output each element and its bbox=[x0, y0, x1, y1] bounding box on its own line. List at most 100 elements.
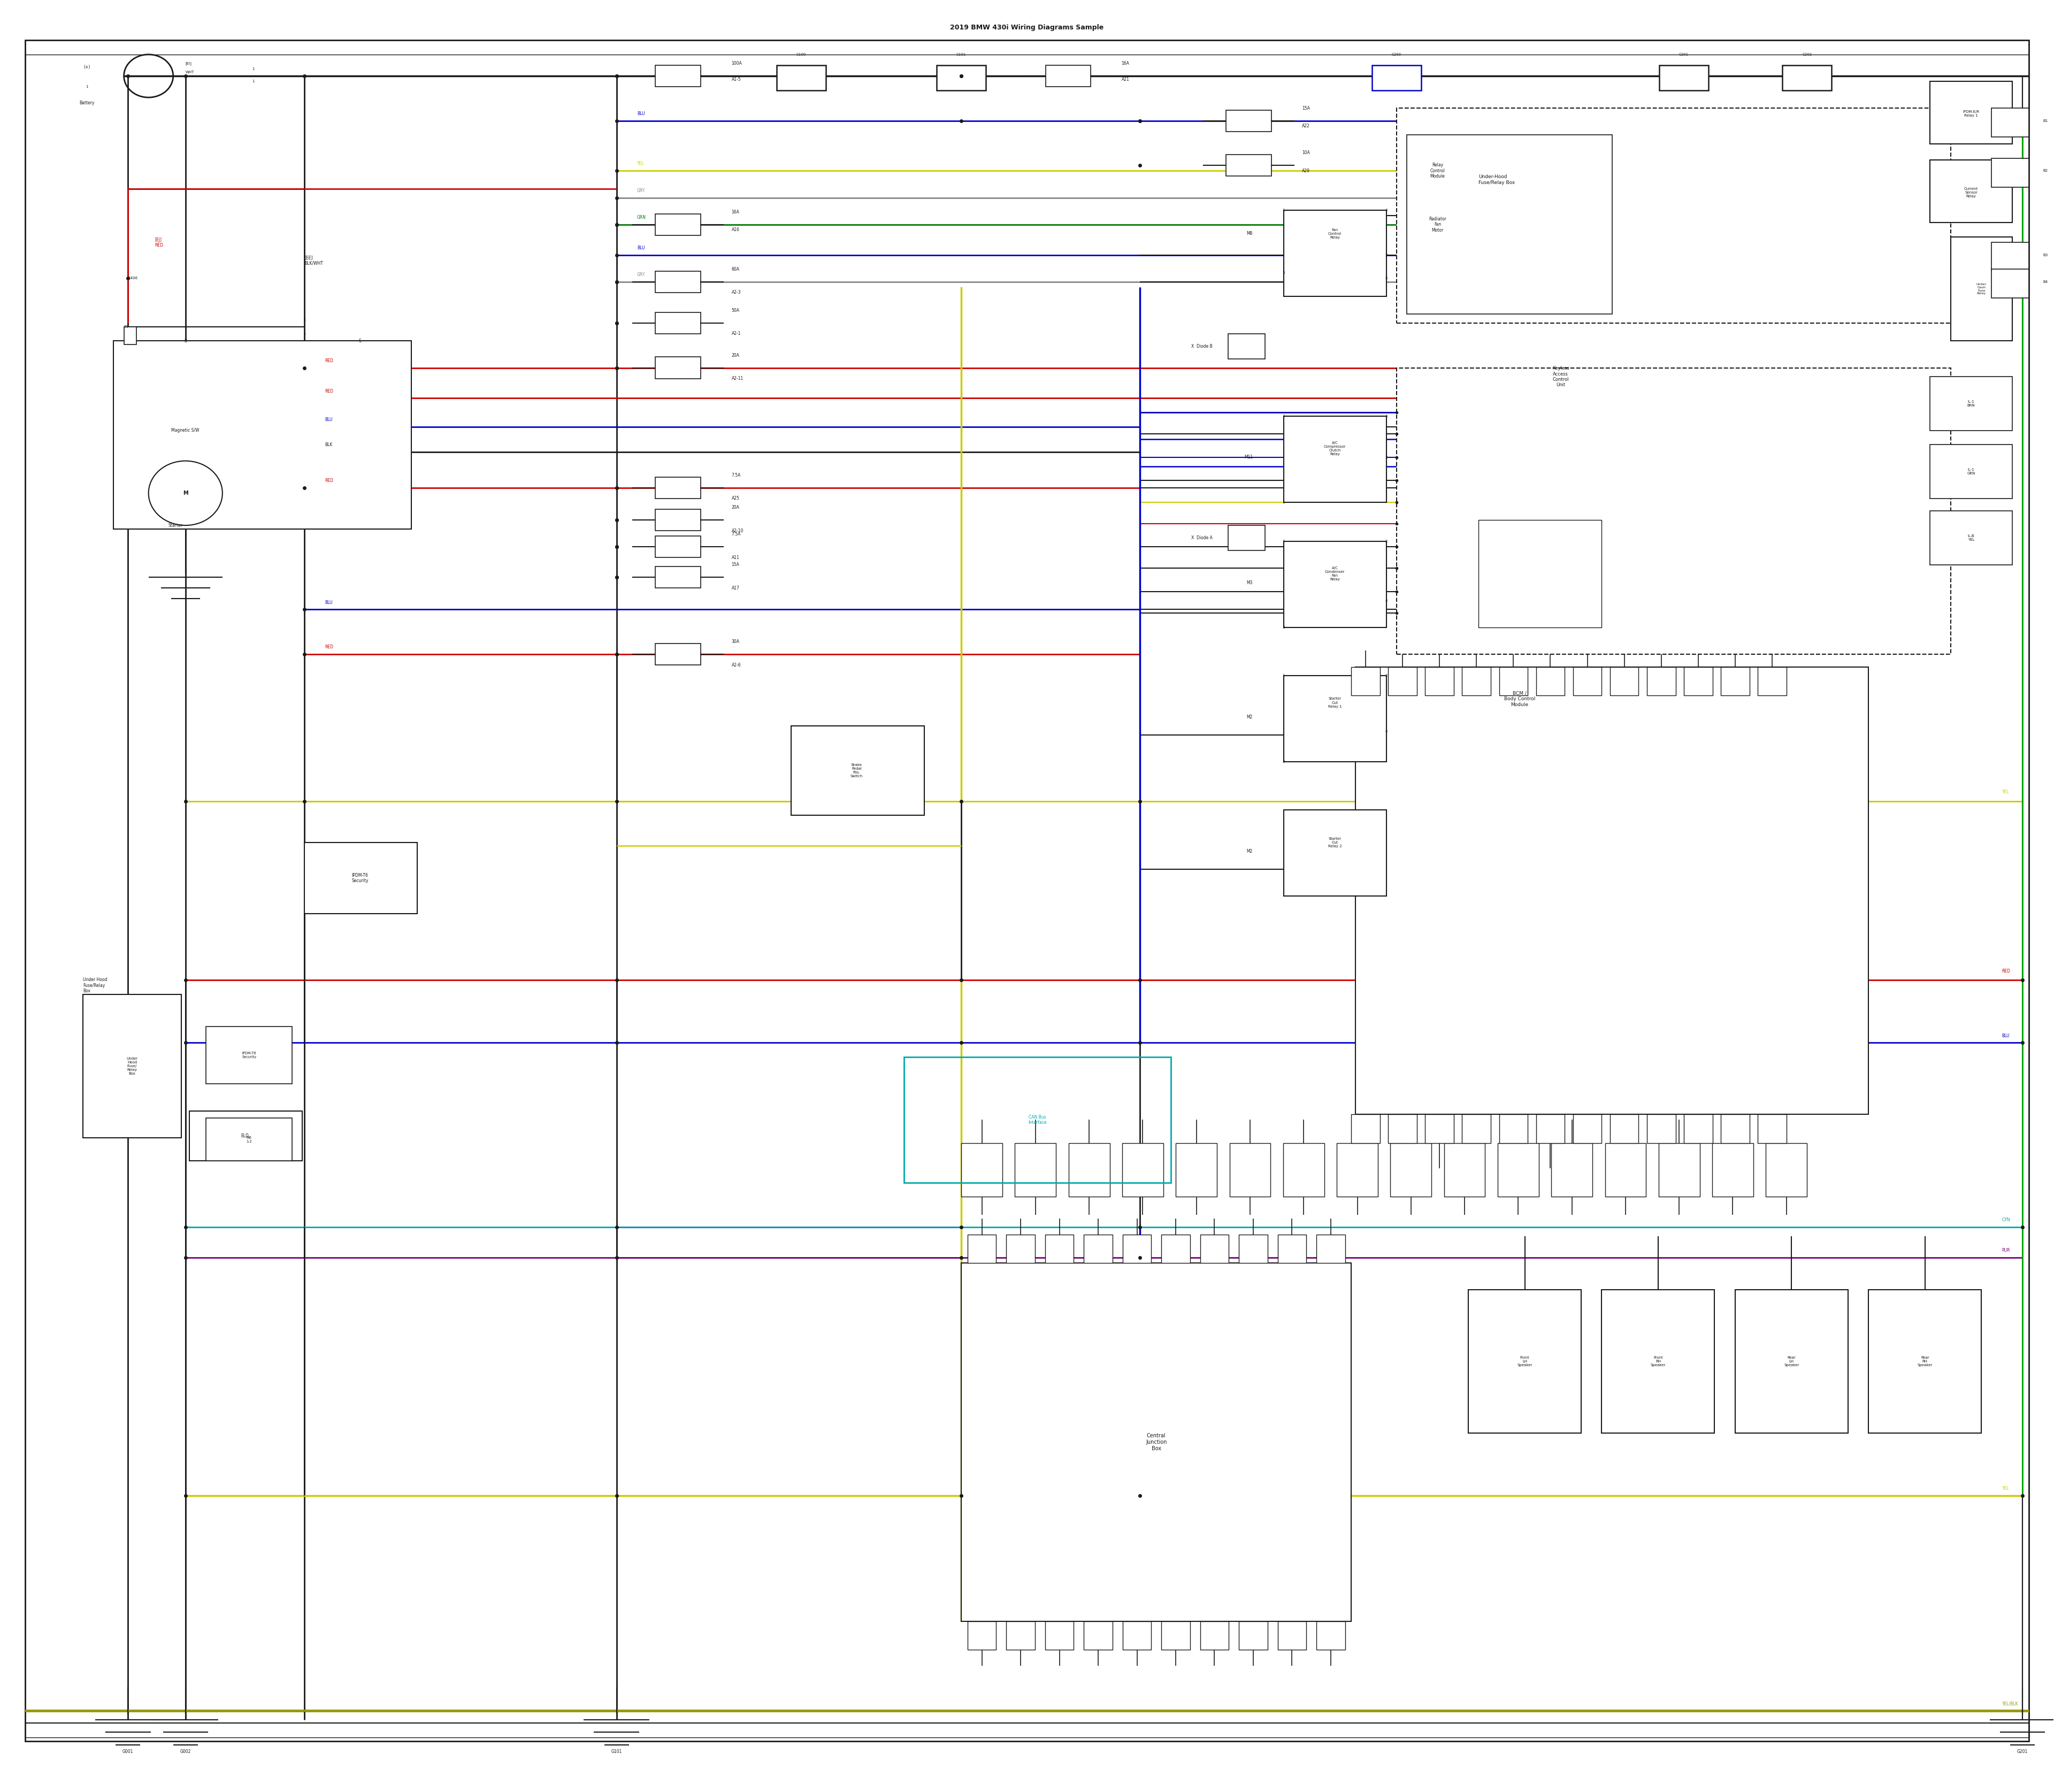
Text: 1: 1 bbox=[304, 332, 306, 335]
Text: M11: M11 bbox=[1245, 455, 1253, 461]
Bar bbox=[1121, 1143, 1163, 1197]
Text: Under-Hood
Fuse/Relay Box: Under-Hood Fuse/Relay Box bbox=[1479, 174, 1516, 185]
Bar bbox=[1647, 1115, 1676, 1143]
Bar bbox=[1758, 1115, 1787, 1143]
Bar bbox=[1278, 1622, 1306, 1650]
Bar bbox=[1230, 1143, 1271, 1197]
Bar bbox=[304, 842, 417, 914]
Text: Starter: Starter bbox=[168, 523, 183, 529]
Bar bbox=[1469, 1290, 1582, 1434]
Text: BLK: BLK bbox=[325, 443, 333, 448]
Bar bbox=[1551, 1143, 1592, 1197]
Bar bbox=[1684, 667, 1713, 695]
Text: Radiator
Fan
Motor: Radiator Fan Motor bbox=[1430, 217, 1446, 233]
Text: T4: T4 bbox=[123, 324, 127, 328]
Text: G101: G101 bbox=[612, 1749, 622, 1754]
Bar bbox=[1085, 1622, 1113, 1650]
Text: Rear
RH
Speaker: Rear RH Speaker bbox=[1918, 1357, 1933, 1367]
Text: C200: C200 bbox=[1393, 52, 1401, 56]
Bar bbox=[1497, 1143, 1538, 1197]
Text: A25: A25 bbox=[731, 496, 739, 502]
Bar bbox=[1397, 367, 1951, 654]
Bar bbox=[1284, 676, 1386, 762]
Bar bbox=[1610, 1115, 1639, 1143]
Bar bbox=[1992, 158, 2029, 186]
Bar bbox=[655, 477, 700, 498]
Text: BLU: BLU bbox=[2003, 1034, 2009, 1038]
Text: C101: C101 bbox=[957, 52, 965, 56]
Text: A/C
Condenser
Fan
Relay: A/C Condenser Fan Relay bbox=[1325, 566, 1345, 581]
Text: M: M bbox=[183, 491, 189, 496]
Bar bbox=[1284, 416, 1386, 502]
Bar bbox=[1226, 154, 1271, 176]
Text: WHT: WHT bbox=[185, 70, 195, 73]
Text: Fan
Control
Relay: Fan Control Relay bbox=[1329, 228, 1341, 238]
Bar bbox=[776, 65, 826, 90]
Text: 16A: 16A bbox=[731, 210, 739, 215]
Bar bbox=[1931, 81, 2013, 143]
Text: 16A: 16A bbox=[1121, 61, 1130, 66]
Bar bbox=[1284, 810, 1386, 896]
Text: 7.5A: 7.5A bbox=[731, 473, 741, 478]
Bar bbox=[123, 326, 136, 344]
Text: IPDM-E/R
Relay 1: IPDM-E/R Relay 1 bbox=[1964, 109, 1980, 116]
Text: C100: C100 bbox=[797, 52, 805, 56]
Bar bbox=[1604, 1143, 1645, 1197]
Bar bbox=[904, 1057, 1171, 1183]
Text: YEL: YEL bbox=[2003, 790, 2009, 794]
Text: YEL: YEL bbox=[2003, 1486, 2009, 1491]
Bar bbox=[655, 213, 700, 235]
Bar bbox=[1766, 1143, 1808, 1197]
Bar bbox=[1085, 1235, 1113, 1263]
Bar bbox=[1758, 667, 1787, 695]
Text: Under
Hood
Fuse/
Relay
Box: Under Hood Fuse/ Relay Box bbox=[127, 1057, 138, 1075]
Bar bbox=[1045, 1235, 1074, 1263]
Text: IL-B
YEL: IL-B YEL bbox=[1968, 534, 1974, 541]
Text: BLU: BLU bbox=[637, 111, 645, 116]
Text: RED: RED bbox=[2003, 969, 2011, 973]
Text: GRY: GRY bbox=[637, 272, 645, 278]
Text: 1: 1 bbox=[253, 66, 255, 70]
Bar bbox=[1200, 1622, 1228, 1650]
Text: M2: M2 bbox=[1247, 715, 1253, 719]
Bar bbox=[1200, 1235, 1228, 1263]
Bar bbox=[1721, 667, 1750, 695]
Text: Current
Sensor
Relay: Current Sensor Relay bbox=[1964, 186, 1978, 197]
Text: G002: G002 bbox=[181, 1749, 191, 1754]
Text: 1: 1 bbox=[1282, 208, 1284, 211]
Text: RED: RED bbox=[325, 478, 333, 484]
Bar bbox=[655, 536, 700, 557]
Text: IL-1
GRN: IL-1 GRN bbox=[1968, 468, 1976, 475]
Text: 2: 2 bbox=[1384, 674, 1386, 677]
Text: Battery: Battery bbox=[80, 100, 94, 106]
Bar bbox=[791, 726, 924, 815]
Bar bbox=[655, 271, 700, 292]
Text: M8: M8 bbox=[1247, 231, 1253, 237]
Bar bbox=[1499, 667, 1528, 695]
Bar bbox=[655, 509, 700, 530]
Text: Rear
LH
Speaker: Rear LH Speaker bbox=[1785, 1357, 1799, 1367]
Text: 50A: 50A bbox=[731, 308, 739, 314]
Text: A17: A17 bbox=[731, 586, 739, 590]
Text: (+): (+) bbox=[84, 65, 90, 70]
Bar bbox=[961, 1143, 1002, 1197]
Text: 3: 3 bbox=[1282, 625, 1284, 629]
Text: YEL: YEL bbox=[637, 161, 645, 167]
Text: A16: A16 bbox=[731, 228, 739, 233]
Bar bbox=[1462, 1115, 1491, 1143]
Bar bbox=[1869, 1290, 1982, 1434]
Text: B2: B2 bbox=[2044, 168, 2048, 172]
Bar bbox=[1713, 1143, 1754, 1197]
Bar bbox=[1610, 667, 1639, 695]
Text: 1: 1 bbox=[253, 79, 255, 82]
Text: M6
1-2: M6 1-2 bbox=[246, 1136, 253, 1143]
Text: 15A: 15A bbox=[1302, 106, 1310, 111]
Bar bbox=[967, 1622, 996, 1650]
Bar bbox=[1284, 541, 1386, 627]
Text: 4: 4 bbox=[1384, 414, 1386, 418]
Bar bbox=[1425, 1115, 1454, 1143]
Text: 3: 3 bbox=[1282, 271, 1284, 274]
Bar bbox=[1536, 1115, 1565, 1143]
Bar bbox=[655, 65, 700, 86]
Text: BLU: BLU bbox=[637, 246, 645, 251]
